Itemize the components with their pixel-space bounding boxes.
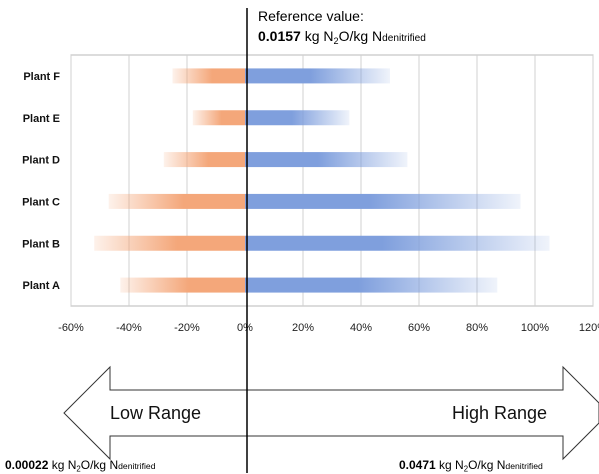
x-tick-label: 100% <box>521 322 549 334</box>
reference-unit-b: O/kg N <box>338 28 383 44</box>
reference-value-text: 0.0157 kg N2O/kg Ndenitrified <box>258 28 426 46</box>
low-bound-unit-sub: 2 <box>76 464 81 474</box>
high-range-label: High Range <box>452 403 547 423</box>
reference-unit-suffix: denitrified <box>382 33 426 44</box>
reference-value: 0.0157 <box>258 28 301 44</box>
high-bound-unit-b: O/kg N <box>468 458 506 472</box>
low-range-arrow: Low Range <box>63 365 248 461</box>
bar-negative <box>108 193 245 209</box>
category-label: Plant D <box>22 155 60 167</box>
bar-positive <box>245 152 408 168</box>
bar-negative <box>172 68 245 84</box>
reference-label: Reference value: <box>258 8 364 24</box>
reference-unit-sub: 2 <box>333 36 339 47</box>
x-tick-label: 0% <box>237 322 253 334</box>
category-labels: Plant F Plant E Plant D Plant C Plant B Plant… <box>22 71 60 292</box>
low-bound-unit-b: O/kg N <box>80 458 119 472</box>
low-bound-unit-suffix: denitrified <box>118 461 156 471</box>
bar-negative <box>94 235 245 251</box>
high-bound-unit-a: kg N <box>439 458 464 472</box>
low-bound-text: 0.00022 kg N2O/kg Ndenitrified <box>5 458 156 474</box>
low-range-label: Low Range <box>110 403 201 423</box>
x-tick-label: 40% <box>350 322 372 334</box>
high-bound-unit-suffix: denitrified <box>505 461 543 471</box>
plot-frame <box>70 54 594 307</box>
reference-unit-a: kg N <box>304 28 334 44</box>
bar-negative <box>192 110 245 126</box>
high-bound-unit-sub: 2 <box>463 464 469 474</box>
bars-group <box>94 68 550 293</box>
x-tick-label: 60% <box>408 322 430 334</box>
high-bound-value: 0.0471 <box>399 458 436 472</box>
category-label: Plant A <box>23 280 61 292</box>
high-range-arrow: High Range <box>246 365 599 461</box>
category-label: Plant C <box>22 196 60 208</box>
low-bound-unit-a: kg N <box>51 458 77 472</box>
bar-positive <box>245 68 390 84</box>
x-tick-label: -40% <box>116 322 142 334</box>
bar-positive <box>245 277 498 293</box>
gridlines <box>70 55 594 306</box>
bar-positive <box>245 110 350 126</box>
x-tick-label: -60% <box>58 322 84 334</box>
x-tick-labels: -60% -40% -20% 0% 20% 40% 60% 80% 100% 120% <box>58 322 599 334</box>
x-tick-label: 120% <box>579 322 599 334</box>
category-label: Plant F <box>23 71 60 83</box>
bar-positive <box>245 235 550 251</box>
high-bound-text: 0.0471 kg N2O/kg Ndenitrified <box>399 458 543 474</box>
x-tick-label: -20% <box>174 322 200 334</box>
low-bound-value: 0.00022 <box>5 458 49 472</box>
bar-negative <box>120 277 245 293</box>
x-tick-label: 80% <box>466 322 488 334</box>
bar-positive <box>245 193 521 209</box>
category-label: Plant B <box>22 238 60 250</box>
category-label: Plant E <box>23 113 60 125</box>
bar-negative <box>163 152 245 168</box>
x-tick-label: 20% <box>292 322 314 334</box>
